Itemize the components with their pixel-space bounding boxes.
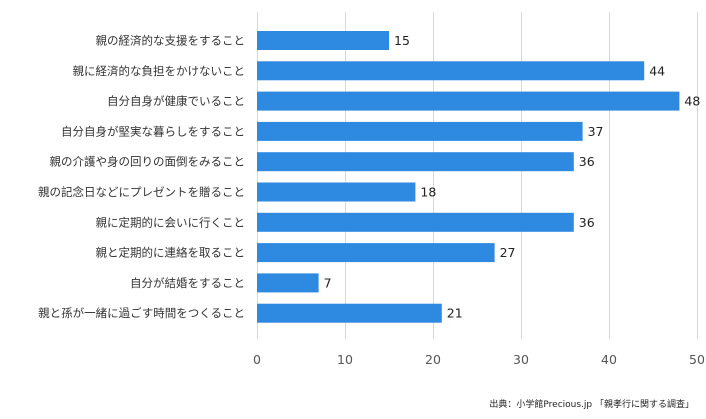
bar-0: [257, 31, 389, 50]
bar-7: [257, 243, 495, 263]
value-label-9: 21: [447, 306, 463, 321]
category-label-1: 親に経済的な負担をかけないこと: [73, 64, 246, 78]
category-label-0: 親の経済的な支援をすること: [96, 34, 246, 48]
bar-5: [257, 182, 416, 202]
category-label-3: 自分自身が堅実な暮らしをすること: [61, 124, 245, 138]
category-label-7: 親と定期的に連絡を取ること: [96, 246, 246, 260]
category-labels: 親の経済的な支援をすること親に経済的な負担をかけないこと自分自身が健康でいること…: [38, 34, 245, 321]
bar-3: [257, 121, 583, 141]
x-tick-0: 0: [253, 352, 261, 367]
category-label-8: 自分が結婚をすること: [130, 276, 245, 290]
category-label-2: 自分自身が健康でいること: [107, 94, 245, 108]
value-label-3: 37: [588, 124, 604, 139]
category-label-5: 親の記念日などにプレゼントを贈ること: [38, 185, 245, 199]
bar-4: [257, 152, 574, 172]
value-label-7: 27: [500, 245, 516, 260]
value-label-0: 15: [394, 33, 410, 48]
x-tick-labels: 0 10 20 30 40 50: [253, 352, 705, 367]
x-tick-2: 20: [425, 352, 441, 367]
bars-group: [257, 31, 680, 323]
bar-1: [257, 61, 645, 81]
value-label-1: 44: [649, 63, 665, 78]
value-label-4: 36: [579, 154, 595, 169]
category-label-4: 親の介護や身の回りの面倒をみること: [50, 155, 246, 169]
value-label-6: 36: [579, 215, 595, 230]
value-label-2: 48: [684, 94, 700, 109]
value-label-8: 7: [324, 275, 332, 290]
source-note: 出典：小学館Precious.jp 「親孝行に関する調査」: [489, 400, 694, 410]
bar-2: [257, 91, 680, 111]
bar-8: [257, 273, 319, 293]
category-label-9: 親と孫が一緒に過ごす時間をつくること: [38, 306, 245, 320]
value-label-5: 18: [420, 185, 436, 200]
category-label-6: 親に定期的に会いに行くこと: [96, 215, 246, 229]
value-labels: 15 44 48 37 36 18 36 27 7 21: [324, 33, 701, 321]
x-tick-1: 10: [337, 352, 353, 367]
x-tick-5: 50: [689, 352, 705, 367]
bar-9: [257, 303, 442, 323]
x-tick-4: 40: [601, 352, 617, 367]
x-tick-3: 30: [513, 352, 529, 367]
bar-6: [257, 212, 574, 232]
